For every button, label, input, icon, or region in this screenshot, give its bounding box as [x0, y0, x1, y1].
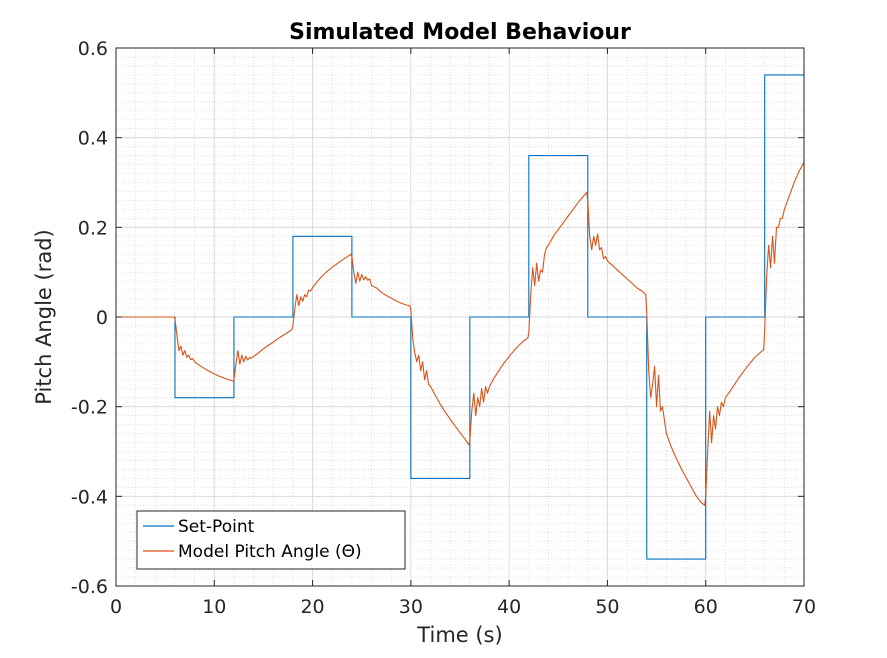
series-layer — [116, 74, 805, 560]
y-tick-label: -0.6 — [71, 576, 108, 598]
legend-label-model-pitch-angle: Model Pitch Angle (Θ) — [178, 542, 362, 562]
minor-grid — [116, 48, 804, 586]
legend: Set-Point Model Pitch Angle (Θ) — [136, 510, 406, 570]
x-tick-label: 20 — [300, 596, 324, 618]
x-tick-label: 0 — [110, 596, 122, 618]
x-tick-label: 50 — [595, 596, 619, 618]
x-tick-label: 60 — [694, 596, 718, 618]
legend-box — [136, 510, 406, 570]
x-tick-label: 40 — [497, 596, 521, 618]
axis-ticks — [115, 47, 805, 587]
y-tick-label: 0 — [96, 307, 108, 329]
x-axis-label: Time (s) — [416, 623, 502, 647]
x-tick-label: 10 — [202, 596, 226, 618]
x-tick-label: 30 — [399, 596, 423, 618]
series-line-set-point — [116, 74, 804, 560]
y-tick-label: -0.4 — [71, 486, 108, 508]
legend-label-set-point: Set-Point — [178, 517, 255, 537]
y-tick-label: -0.2 — [71, 397, 108, 419]
y-axis-label: Pitch Angle (rad) — [32, 229, 56, 404]
y-tick-label: 0.4 — [78, 128, 108, 150]
chart-title: Simulated Model Behaviour — [289, 20, 631, 45]
series-line-model-pitch-angle — [116, 162, 805, 506]
y-tick-label: 0.2 — [78, 217, 108, 239]
tick-labels: 0 10 20 30 40 50 60 70 -0.6 -0.4 -0.2 0 0.2 0.4 0.6 — [71, 38, 816, 618]
y-tick-label: 0.6 — [78, 38, 108, 60]
x-tick-label: 70 — [792, 596, 816, 618]
